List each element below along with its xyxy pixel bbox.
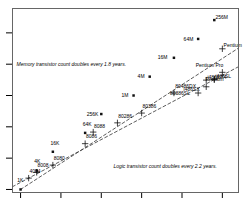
svg-text:i486SX: i486SX xyxy=(184,86,201,92)
svg-text:256K: 256K xyxy=(87,111,99,117)
svg-text:8088: 8088 xyxy=(94,123,105,129)
svg-text:Pentium: Pentium xyxy=(224,42,242,48)
svg-text:256M: 256M xyxy=(215,14,228,20)
svg-text:80386: 80386 xyxy=(142,103,156,109)
svg-text:16K: 16K xyxy=(50,140,60,146)
svg-text:80386SL: 80386SL xyxy=(169,89,190,96)
svg-text:64K: 64K xyxy=(83,121,93,127)
svg-text:4M: 4M xyxy=(138,73,145,79)
svg-text:16M: 16M xyxy=(158,54,168,60)
svg-text:1M: 1M xyxy=(121,92,128,98)
svg-text:8008: 8008 xyxy=(38,162,49,168)
svg-text:Pentium Pro: Pentium Pro xyxy=(196,62,224,68)
svg-text:Logic transistor count doubles: Logic transistor count doubles every 2.2… xyxy=(113,163,216,169)
svg-text:8080: 8080 xyxy=(54,155,65,161)
svg-text:8086: 8086 xyxy=(86,133,97,139)
svg-text:Memory transistor count double: Memory transistor count doubles every 1.… xyxy=(17,61,127,67)
svg-text:1K: 1K xyxy=(17,177,24,183)
svg-text:64M: 64M xyxy=(184,36,194,42)
svg-text:i486SL: i486SL xyxy=(215,73,231,79)
svg-text:80286: 80286 xyxy=(118,113,132,119)
svg-text:4004: 4004 xyxy=(29,168,40,174)
